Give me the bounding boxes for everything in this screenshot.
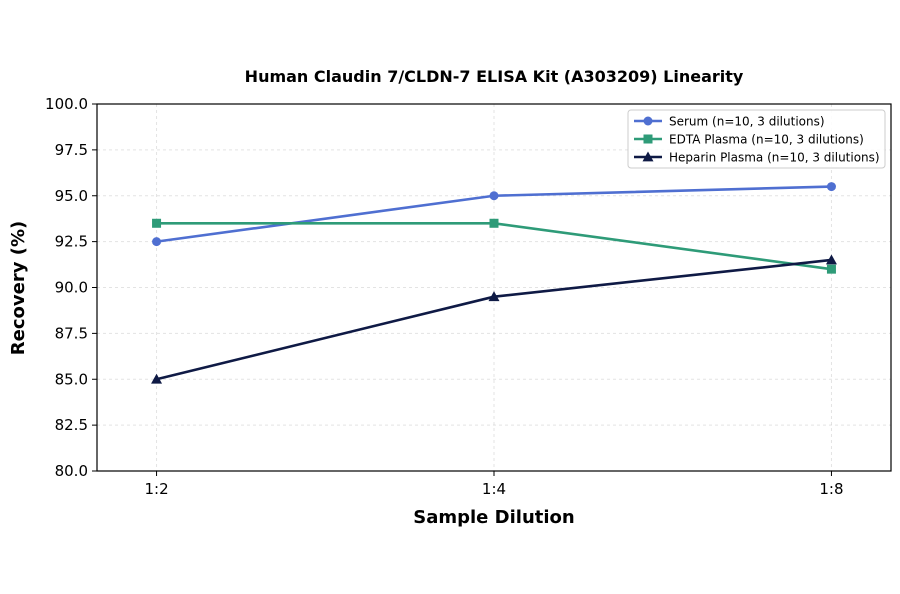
- y-axis-label: Recovery (%): [8, 221, 29, 355]
- y-tick-label: 95.0: [55, 187, 88, 205]
- y-tick-label: 92.5: [55, 233, 88, 251]
- y-tick-label: 90.0: [55, 279, 88, 297]
- data-point-serum: [152, 237, 162, 247]
- data-point-edta: [826, 264, 836, 274]
- legend-marker: [643, 116, 653, 126]
- legend-item-serum: Serum (n=10, 3 dilutions): [634, 115, 825, 129]
- legend: Serum (n=10, 3 dilutions) EDTA Plasma (n=…: [627, 109, 886, 169]
- y-tick-label: 100.0: [45, 95, 88, 113]
- y-tick-label: 80.0: [55, 462, 88, 480]
- y-tick-label: 82.5: [55, 416, 88, 434]
- data-point-serum: [826, 182, 836, 192]
- x-tick-label: 1:2: [144, 480, 168, 498]
- data-point-edta: [489, 218, 499, 228]
- legend-item-heparin: Heparin Plasma (n=10, 3 dilutions): [634, 151, 880, 165]
- series-line-heparin: [156, 258, 832, 381]
- series-layer: [151, 182, 837, 384]
- legend-box: [627, 109, 886, 169]
- y-tick-label: 97.5: [55, 141, 88, 159]
- data-point-edta: [152, 218, 162, 228]
- y-tick-label: 85.0: [55, 370, 88, 388]
- legend-label: Serum (n=10, 3 dilutions): [669, 115, 825, 129]
- legend-marker: [642, 151, 654, 162]
- x-tick-label: 1:4: [482, 480, 506, 498]
- series-edta: [152, 218, 836, 274]
- x-tick-label: 1:8: [819, 480, 843, 498]
- x-axis-label: Sample Dilution: [413, 507, 574, 528]
- legend-marker: [643, 134, 653, 144]
- y-axis: 80.0 82.5 85.0 87.5 90.0 92.5 95.0 97.5 100.0: [45, 95, 97, 480]
- legend-item-edta: EDTA Plasma (n=10, 3 dilutions): [634, 133, 864, 147]
- x-axis: 1:2 1:4 1:8: [144, 471, 844, 498]
- y-tick-label: 87.5: [55, 324, 88, 342]
- legend-label: EDTA Plasma (n=10, 3 dilutions): [669, 133, 864, 147]
- series-heparin: [151, 254, 837, 384]
- data-point-serum: [489, 191, 499, 201]
- series-serum: [152, 182, 836, 247]
- data-point-heparin: [488, 291, 500, 302]
- data-point-heparin: [151, 373, 163, 384]
- legend-label: Heparin Plasma (n=10, 3 dilutions): [669, 151, 880, 165]
- chart-title: Human Claudin 7/CLDN-7 ELISA Kit (A30320…: [245, 67, 744, 86]
- data-point-heparin: [825, 254, 837, 265]
